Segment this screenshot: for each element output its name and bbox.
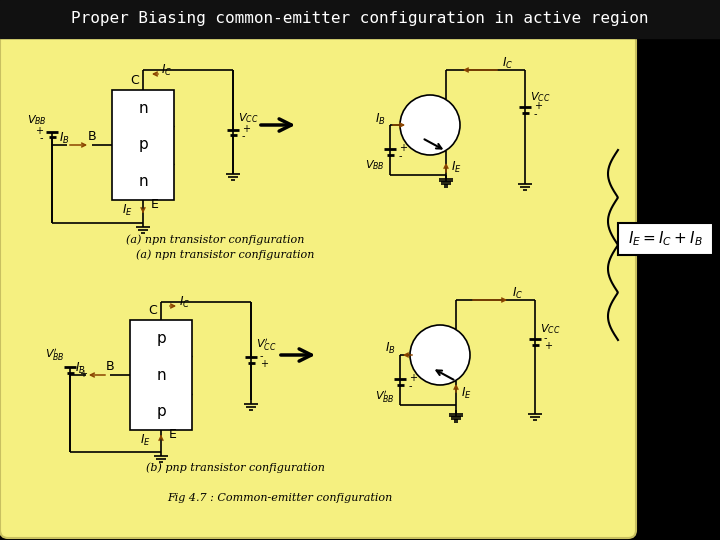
Text: p: p (156, 330, 166, 346)
Text: $V_{CC}'$: $V_{CC}'$ (256, 337, 276, 353)
Text: $I_C$: $I_C$ (503, 56, 513, 71)
Text: -: - (409, 381, 413, 391)
Text: $I_B$: $I_B$ (75, 361, 85, 375)
Text: E: E (169, 429, 177, 442)
Text: (a) npn transistor configuration: (a) npn transistor configuration (136, 249, 314, 260)
Circle shape (400, 95, 460, 155)
Text: n: n (138, 174, 148, 190)
Text: -: - (79, 361, 83, 371)
Text: +: + (534, 101, 542, 111)
Text: -: - (399, 151, 402, 161)
Circle shape (410, 325, 470, 385)
Text: +: + (399, 143, 407, 153)
Text: $I_E$: $I_E$ (140, 433, 150, 448)
Text: -: - (544, 333, 547, 343)
FancyBboxPatch shape (0, 32, 636, 538)
Text: -: - (242, 131, 246, 141)
Text: p: p (156, 404, 166, 420)
Text: $I_E = I_C + I_B$: $I_E = I_C + I_B$ (628, 230, 702, 248)
Text: $V_{CC}$: $V_{CC}$ (540, 322, 560, 336)
Text: -: - (260, 351, 264, 361)
Text: $I_E$: $I_E$ (451, 159, 462, 174)
Text: n: n (156, 368, 166, 382)
Bar (130, 320, 192, 430)
Text: n: n (138, 100, 148, 116)
Text: $V_{CC}$: $V_{CC}$ (530, 90, 550, 104)
Text: $I_C$: $I_C$ (513, 286, 523, 301)
Text: $I_E$: $I_E$ (461, 386, 472, 401)
Text: (b) pnp transistor configuration: (b) pnp transistor configuration (145, 463, 325, 473)
Text: $I_C$: $I_C$ (179, 294, 191, 309)
Bar (0, 0, 720, 38)
Text: -: - (40, 133, 43, 143)
Bar (618, 223, 713, 255)
Text: $V_{BB}'$: $V_{BB}'$ (45, 347, 65, 363)
Text: $I_B$: $I_B$ (374, 111, 385, 126)
Text: B: B (106, 360, 114, 373)
Text: +: + (242, 124, 250, 134)
Text: $I_C$: $I_C$ (161, 63, 173, 78)
Text: $I_B$: $I_B$ (59, 131, 69, 146)
Text: B: B (88, 130, 96, 143)
Text: +: + (544, 341, 552, 351)
Text: +: + (35, 126, 43, 136)
Text: +: + (79, 369, 87, 379)
Text: E: E (151, 199, 159, 212)
Text: $V_{CC}$: $V_{CC}$ (238, 111, 258, 125)
Text: p: p (138, 138, 148, 152)
Text: (a) npn transistor configuration: (a) npn transistor configuration (126, 235, 304, 245)
Text: -: - (534, 109, 538, 119)
Text: +: + (260, 359, 268, 369)
Text: $V_{BB}'$: $V_{BB}'$ (375, 389, 395, 405)
Text: $V_{BB}$: $V_{BB}$ (27, 113, 47, 127)
Text: +: + (409, 373, 417, 383)
Text: Fig 4.7 : Common-emitter configuration: Fig 4.7 : Common-emitter configuration (167, 493, 392, 503)
Text: Proper Biasing common-emitter configuration in active region: Proper Biasing common-emitter configurat… (71, 11, 649, 26)
Text: $V_{BB}$: $V_{BB}$ (365, 158, 385, 172)
Text: C: C (130, 75, 140, 87)
Text: $I_B$: $I_B$ (384, 340, 395, 355)
Text: $I_E$: $I_E$ (122, 202, 132, 218)
Bar (112, 90, 174, 200)
Text: C: C (148, 305, 158, 318)
